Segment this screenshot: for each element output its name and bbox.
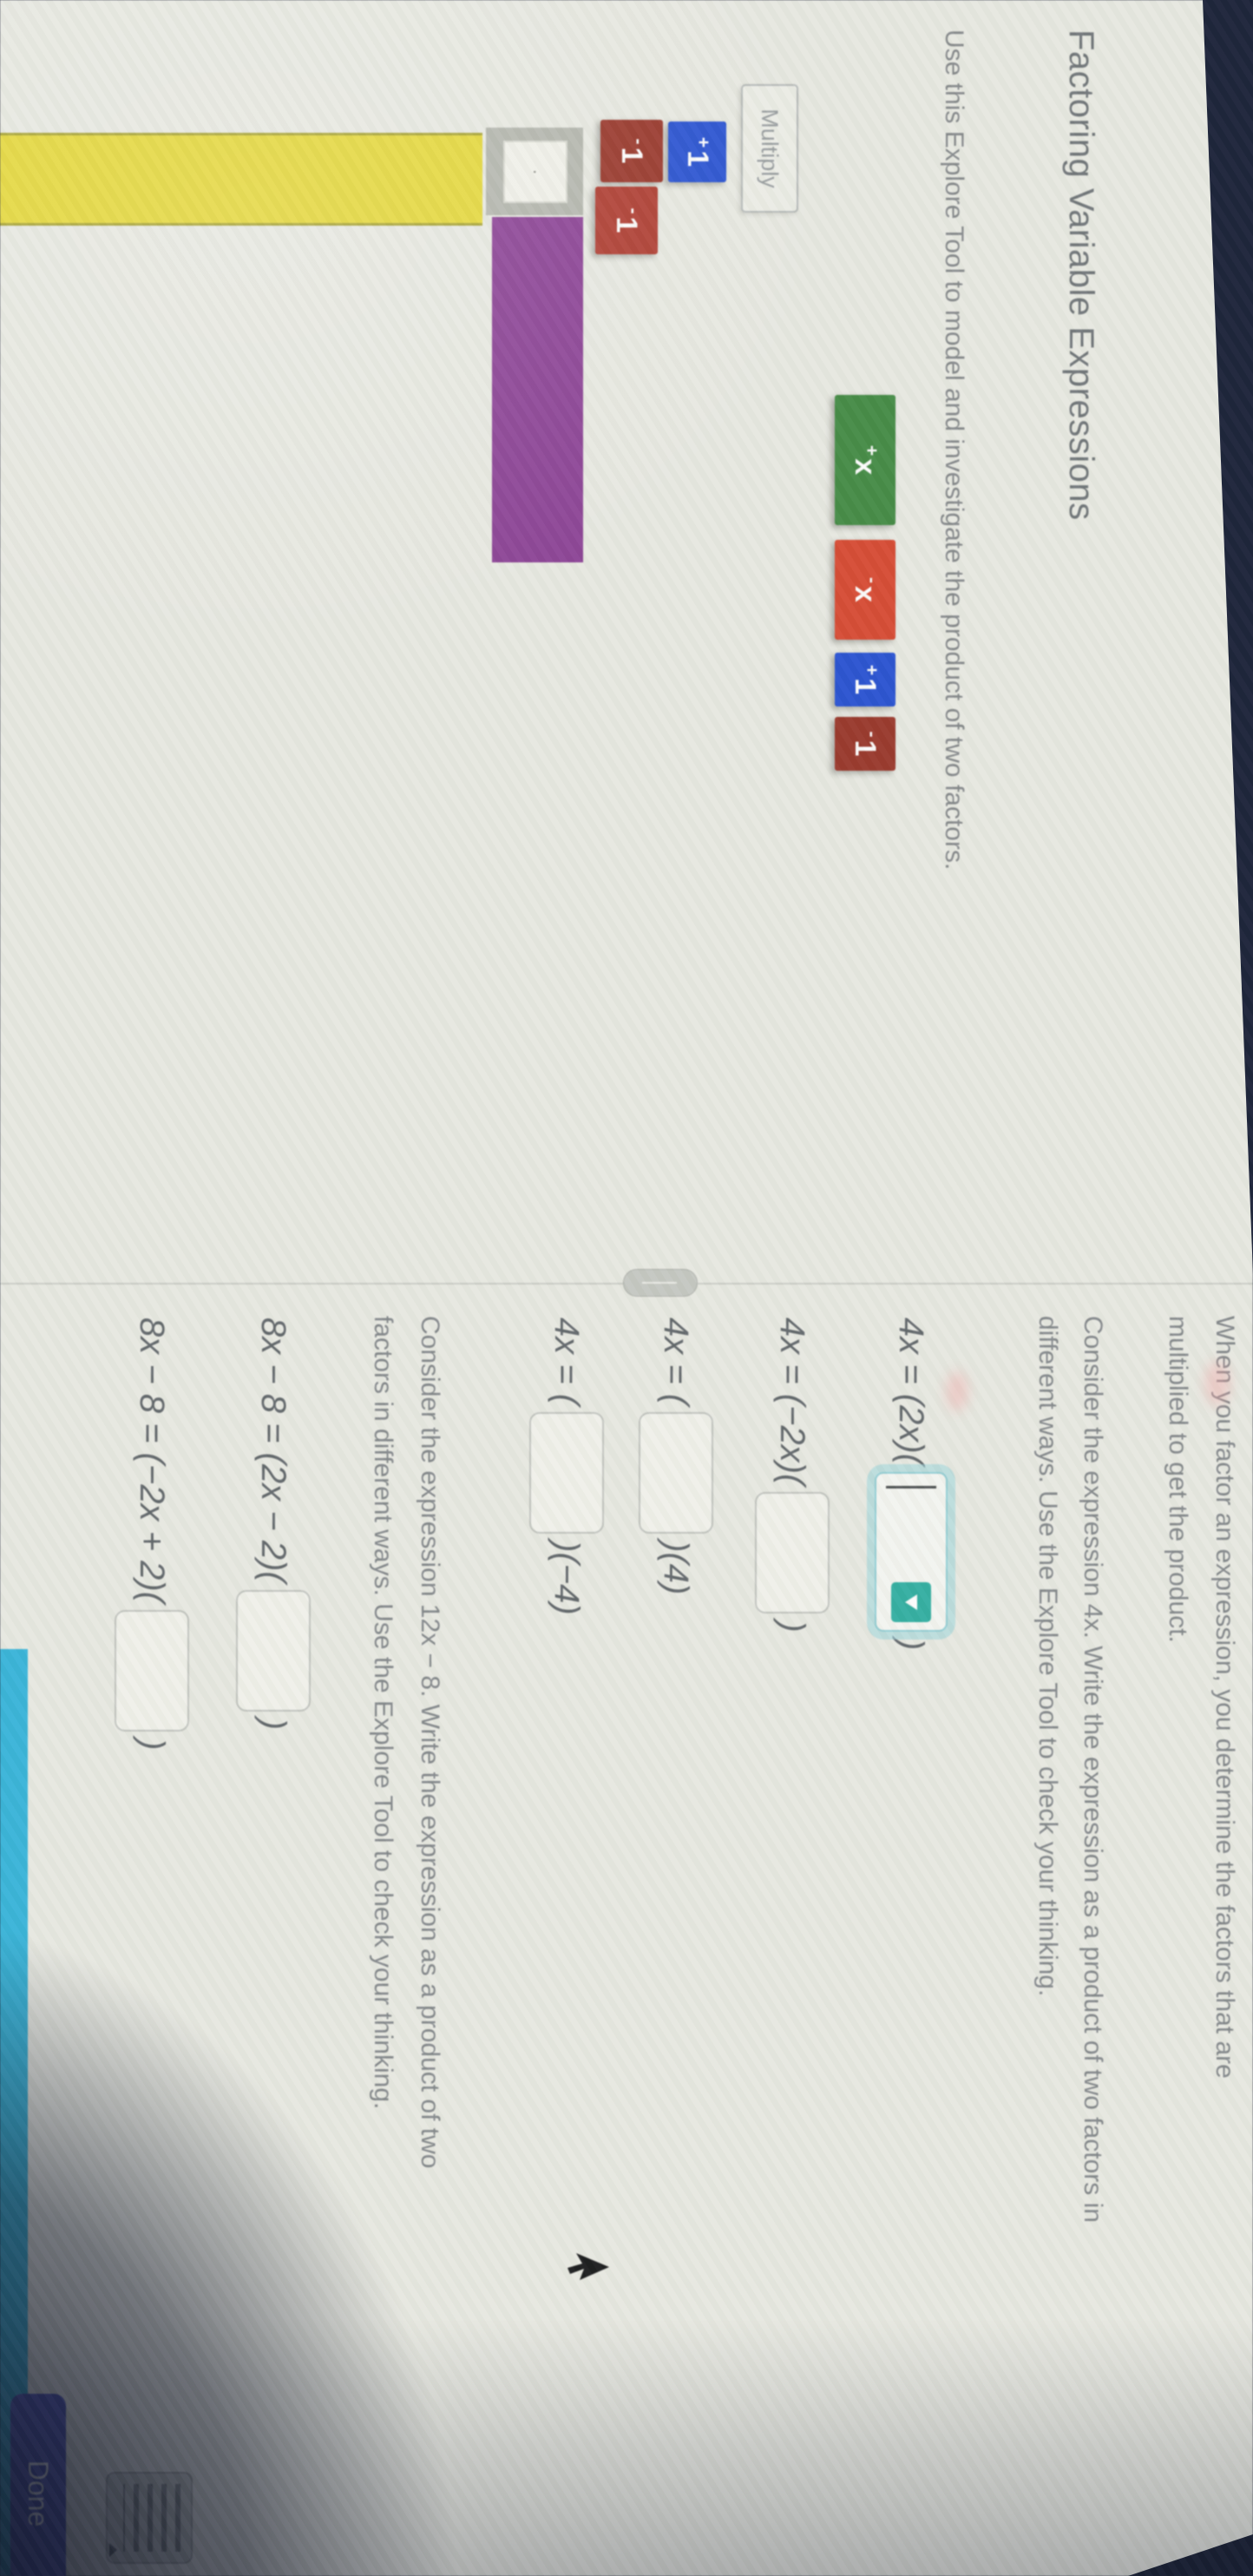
tile-symbol: x: [849, 586, 882, 602]
keypad-icon: [123, 2484, 180, 2552]
tile-symbol: 1: [610, 216, 644, 233]
tile-symbol: 1: [681, 150, 714, 168]
tray-tile-plus-1[interactable]: +1: [835, 653, 895, 706]
panel-divider-handle[interactable]: [623, 1269, 698, 1297]
placed-tile-plus-1[interactable]: +1: [668, 122, 726, 182]
question2-text-line2: factors in different ways. Use the Explo…: [369, 1316, 397, 2110]
tile-symbol: x: [849, 458, 882, 476]
tray-tile-plus-x[interactable]: + x: [835, 395, 895, 525]
tile-symbol: 1: [615, 147, 649, 164]
equation-3-post: )(4): [657, 1541, 696, 1595]
multiply-button[interactable]: Multiply: [741, 84, 798, 213]
question1-text-line2: different ways. Use the Explore Tool to …: [1033, 1316, 1062, 1997]
equation-row-6: 8x − 8 = (−2x + 2)( ): [115, 1318, 189, 1750]
equation-4-post: )(−4): [548, 1541, 587, 1615]
equation-4-pre: 4x = (: [548, 1318, 587, 1406]
submit-arrow-icon: [905, 1594, 917, 1611]
intro-text-line2: multiplied to get the product.: [1164, 1316, 1192, 1643]
equation-5-post: ): [254, 1718, 293, 1731]
equation-2-pre: 4x = (−2x)(: [773, 1318, 812, 1486]
equation-2-post: ): [773, 1620, 812, 1633]
tile-sign: -: [862, 731, 882, 738]
placed-tile-minus-1-a[interactable]: -1: [600, 120, 663, 182]
answer-box-empty[interactable]: [529, 1412, 604, 1534]
tile-symbol: 1: [849, 739, 882, 757]
grid-column-header-bar[interactable]: [0, 133, 482, 226]
equation-row-3: 4x = ( )(4): [639, 1318, 713, 1594]
grid-corner-cell: ·: [486, 128, 583, 215]
answer-box-empty[interactable]: [236, 1589, 311, 1712]
question2-text-line1: Consider the expression 12x − 8. Write t…: [416, 1316, 444, 2169]
equation-row-4: 4x = ( )(−4): [529, 1318, 604, 1615]
multiply-button-label: Multiply: [757, 108, 784, 188]
tray-tile-minus-x[interactable]: -x: [835, 540, 895, 640]
done-button-label: Done: [23, 2460, 55, 2527]
equation-row-2: 4x = (−2x)( ): [755, 1318, 830, 1633]
tray-tile-minus-1[interactable]: -1: [835, 717, 895, 771]
equation-row-5: 8x − 8 = (2x − 2)( ): [236, 1318, 311, 1730]
equation-6-post: ): [133, 1738, 172, 1751]
mouse-cursor-icon: [567, 2253, 609, 2280]
chevron-up-icon: [109, 2543, 117, 2557]
tile-sign: +: [693, 136, 714, 148]
tile-sign: -: [862, 577, 882, 584]
equation-1-pre: 4x = (2x)(: [892, 1318, 931, 1466]
grid-corner-mark: ·: [525, 168, 547, 175]
intro-text-line1: When you factor an expression, you deter…: [1210, 1316, 1239, 2079]
done-button[interactable]: Done: [10, 2394, 66, 2576]
answer-box-empty[interactable]: [115, 1610, 189, 1732]
placed-tile-minus-1-b[interactable]: -1: [595, 187, 658, 254]
answer-box-empty[interactable]: [755, 1492, 830, 1614]
grid-row-header-bar[interactable]: [492, 217, 583, 562]
tile-sign: +: [862, 444, 882, 457]
answer-input-focused[interactable]: [875, 1472, 948, 1633]
tile-sign: -: [628, 138, 648, 145]
submit-answer-button[interactable]: [891, 1582, 931, 1623]
equation-6-pre: 8x − 8 = (−2x + 2)(: [133, 1318, 172, 1604]
equation-row-1: 4x = (2x)( ): [875, 1318, 948, 1650]
equation-1-post: ): [892, 1639, 931, 1651]
tile-sign: -: [623, 207, 643, 214]
equation-5-pre: 8x − 8 = (2x − 2)(: [254, 1318, 293, 1583]
question1-text-line1: Consider the expression 4x. Write the ex…: [1079, 1316, 1107, 2223]
equation-3-pre: 4x = (: [657, 1318, 696, 1406]
answer-box-empty[interactable]: [639, 1412, 713, 1534]
grid-corner-drop-target[interactable]: ·: [503, 141, 567, 203]
explore-tool-instructions: Use this Explore Tool to model and inves…: [940, 30, 968, 871]
text-caret: [886, 1486, 936, 1489]
tile-symbol: 1: [849, 678, 882, 695]
page-title: Factoring Variable Expressions: [1062, 30, 1100, 521]
tile-sign: +: [862, 664, 882, 676]
math-keypad-button[interactable]: [106, 2472, 193, 2564]
